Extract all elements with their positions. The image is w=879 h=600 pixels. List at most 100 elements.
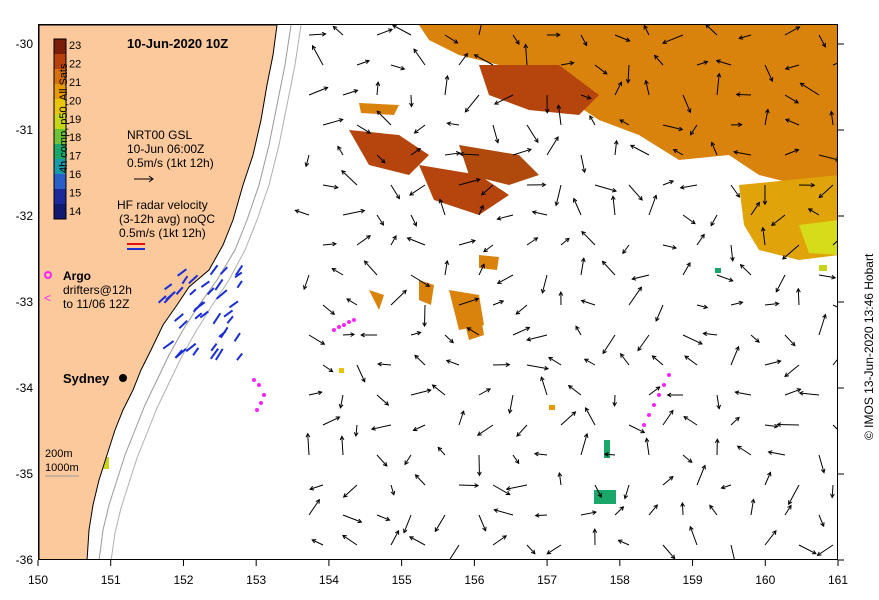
x-axis-ticks: 150 151 152 153 154 155 156 157 158 159 160 161 — [28, 560, 848, 587]
current-arrow-head — [683, 416, 689, 421]
current-arrow — [390, 184, 400, 199]
current-arrow — [832, 62, 837, 66]
credit-text: © IMOS 13-Jun-2020 13:46 Hobart — [862, 253, 876, 440]
current-arrow-head — [697, 340, 703, 345]
current-arrow — [390, 484, 395, 495]
bathy-200m — [98, 25, 292, 559]
current-arrow — [444, 152, 460, 156]
current-arrow-head — [408, 536, 414, 541]
current-arrow-head — [534, 138, 539, 144]
current-arrow-head — [762, 200, 768, 206]
current-arrow — [410, 94, 413, 107]
current-arrow — [376, 82, 379, 96]
current-arrow — [376, 110, 392, 126]
current-arrow — [818, 274, 836, 279]
current-arrow-head — [755, 201, 760, 207]
current-arrow-head — [333, 184, 339, 190]
current-arrow — [308, 391, 322, 396]
current-arrow-head — [569, 60, 575, 66]
current-arrow — [356, 235, 371, 246]
current-arrow — [376, 394, 389, 406]
current-arrow-head — [341, 170, 346, 175]
current-arrow — [585, 407, 596, 426]
current-arrow — [799, 392, 820, 396]
current-arrow-head — [311, 539, 317, 544]
current-arrow-head — [496, 215, 502, 221]
current-arrow-head — [533, 237, 539, 242]
current-arrow-head — [422, 322, 427, 328]
y-tick-label: -35 — [16, 467, 34, 481]
current-arrow — [736, 93, 752, 96]
current-arrow — [785, 118, 800, 126]
current-arrow-head — [473, 54, 479, 59]
current-arrow-head — [637, 286, 643, 292]
current-arrow — [784, 505, 792, 516]
drifter-tracks — [252, 318, 671, 427]
current-arrow-head — [434, 527, 440, 533]
current-arrow-head — [631, 276, 637, 281]
current-arrow-head — [320, 340, 326, 345]
hf-radar-arrows — [157, 264, 244, 361]
current-arrow-head — [818, 193, 824, 199]
current-arrow — [832, 240, 837, 246]
current-arrow — [832, 424, 837, 430]
current-arrow-head — [733, 150, 739, 155]
current-arrow-head — [830, 493, 835, 499]
current-arrow-head — [363, 260, 369, 266]
current-arrow — [305, 154, 310, 167]
current-arrow — [413, 424, 426, 431]
bathy-1000m — [110, 25, 302, 559]
hf-arrow — [189, 288, 197, 296]
current-arrow — [730, 301, 743, 306]
current-arrow — [777, 423, 800, 426]
current-arrow-head — [640, 428, 646, 434]
current-arrow — [580, 258, 585, 276]
current-arrow-head — [571, 411, 577, 416]
current-arrow — [458, 178, 481, 186]
x-tick-label: 151 — [101, 573, 121, 587]
current-arrow — [312, 45, 324, 66]
current-arrow — [614, 506, 624, 516]
current-arrow-head — [821, 42, 826, 48]
current-arrow — [312, 539, 324, 546]
current-arrow-head — [617, 81, 623, 87]
current-arrow-head — [515, 40, 520, 45]
current-arrow-head — [328, 367, 334, 373]
current-arrow — [390, 290, 407, 306]
current-arrow — [602, 334, 616, 354]
current-arrow — [560, 237, 570, 246]
colorbar-tick: 17 — [69, 151, 81, 163]
current-arrow-head — [652, 194, 658, 200]
hf-scale: 0.5m/s (1kt 12h) — [119, 226, 206, 240]
current-arrow — [414, 124, 426, 134]
x-tick-label: 153 — [246, 573, 266, 587]
current-arrow — [775, 274, 786, 293]
current-arrow-head — [796, 287, 801, 293]
current-arrow — [614, 140, 618, 156]
current-arrow-head — [375, 81, 381, 87]
current-arrow-head — [770, 221, 776, 227]
current-arrow-head — [589, 114, 594, 120]
current-arrow-head — [580, 257, 586, 263]
current-arrow — [557, 105, 562, 126]
current-arrow — [474, 54, 494, 66]
current-arrow-head — [730, 256, 735, 262]
current-arrow-head — [787, 504, 792, 510]
current-arrow-head — [687, 458, 693, 464]
colorbar-segment — [54, 39, 66, 55]
current-arrow-head — [346, 298, 352, 303]
current-arrow-head — [686, 108, 692, 114]
current-arrow — [342, 514, 362, 523]
current-arrow — [527, 334, 548, 341]
current-arrow — [541, 274, 548, 294]
current-arrow — [696, 465, 706, 486]
current-arrow — [683, 416, 698, 426]
current-arrow — [437, 447, 446, 456]
current-arrow-head — [644, 79, 649, 85]
current-arrow — [308, 87, 328, 96]
hf-arrow — [212, 312, 222, 325]
current-arrow — [459, 153, 480, 156]
colorbar-tick: 18 — [69, 132, 81, 144]
current-arrow — [762, 227, 766, 246]
current-arrow — [818, 184, 834, 198]
